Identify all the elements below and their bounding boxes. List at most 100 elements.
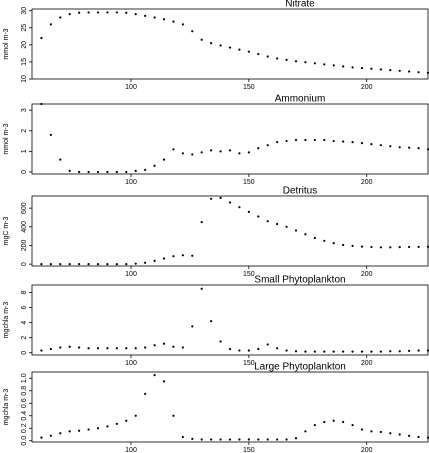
data-point: [162, 342, 166, 345]
y-tick-label: 0.4: [21, 411, 28, 421]
data-point: [398, 350, 401, 353]
data-point: [257, 215, 260, 218]
data-point: [323, 63, 326, 66]
data-point: [398, 146, 401, 149]
data-point: [200, 438, 203, 441]
data-point: [304, 350, 307, 353]
data-point: [408, 434, 411, 437]
data-point: [276, 438, 279, 441]
data-point: [247, 438, 250, 441]
x-tick-label: 200: [361, 179, 373, 186]
data-point: [219, 438, 222, 441]
data-point: [210, 320, 213, 323]
data-point: [304, 233, 307, 236]
data-point: [257, 347, 260, 351]
data-point: [426, 245, 429, 248]
x-tick-label: 100: [125, 271, 137, 278]
panel-title: Ammonium: [275, 94, 326, 105]
frame: [31, 284, 429, 356]
data-point: [389, 69, 392, 72]
data-point: [144, 346, 147, 349]
data-point: [360, 245, 364, 248]
data-point: [266, 55, 269, 58]
data-point: [379, 144, 382, 147]
data-point: [125, 263, 128, 266]
data-point: [125, 419, 128, 422]
data-point: [40, 349, 43, 352]
x-tick-label: 100: [125, 84, 137, 91]
data-point: [125, 11, 128, 14]
data-point: [360, 142, 364, 145]
data-point: [417, 435, 420, 439]
data-point: [49, 263, 52, 266]
y-axis-label: mgchla m-3: [3, 302, 10, 339]
data-point: [59, 16, 62, 19]
data-point: [323, 350, 326, 353]
data-point: [323, 420, 326, 424]
data-point: [153, 259, 156, 262]
data-point: [238, 48, 241, 51]
data-point: [228, 149, 232, 152]
data-point: [285, 438, 288, 441]
data-point: [313, 138, 316, 142]
data-point: [106, 11, 109, 14]
data-point: [219, 44, 222, 47]
data-point: [144, 392, 147, 395]
data-point: [144, 261, 147, 264]
data-point: [181, 23, 184, 26]
data-point: [313, 350, 316, 353]
data-point: [228, 201, 232, 204]
data-point: [389, 432, 392, 435]
data-point: [351, 424, 354, 427]
data-point: [172, 148, 175, 151]
data-point: [144, 14, 147, 17]
data-point: [408, 245, 411, 249]
data-point: [134, 169, 137, 173]
x-tick-label: 100: [125, 360, 137, 367]
data-point: [162, 380, 166, 383]
data-point: [351, 350, 354, 353]
x-tick-label: 150: [243, 179, 255, 186]
data-point: [200, 38, 203, 41]
data-point: [238, 206, 241, 209]
data-point: [96, 11, 100, 14]
y-tick-label: 600: [21, 202, 28, 214]
data-point: [285, 139, 288, 143]
data-point: [379, 350, 382, 353]
data-point: [153, 164, 156, 167]
data-point: [228, 347, 232, 351]
data-point: [285, 349, 288, 352]
data-point: [106, 263, 109, 266]
data-point: [417, 245, 420, 248]
x-tick-label: 150: [243, 271, 255, 278]
y-tick-label: 0.6: [21, 398, 28, 408]
data-point: [342, 243, 345, 247]
data-point: [313, 236, 316, 240]
data-point: [351, 66, 354, 69]
data-point: [389, 246, 392, 249]
data-point: [351, 140, 354, 144]
panel-title: Detritus: [283, 186, 317, 197]
data-point: [96, 263, 100, 266]
y-tick-label: 3: [21, 108, 28, 112]
data-point: [398, 69, 401, 72]
data-point: [351, 244, 354, 248]
data-point: [68, 345, 71, 348]
data-point: [266, 343, 269, 346]
data-point: [342, 65, 345, 68]
y-tick-label: 6: [21, 306, 28, 310]
data-point: [78, 346, 81, 349]
y-axis-label: mgchla m-3: [3, 389, 10, 426]
data-point: [342, 350, 345, 353]
y-tick-label: 200: [21, 240, 28, 252]
frame: [31, 195, 429, 267]
data-point: [313, 62, 316, 65]
data-point: [40, 36, 43, 40]
data-point: [49, 434, 52, 437]
data-point: [181, 254, 184, 257]
data-point: [134, 262, 137, 265]
x-tick-label: 100: [125, 179, 137, 186]
data-point: [276, 140, 279, 144]
data-point: [304, 138, 307, 142]
data-point: [106, 425, 109, 428]
